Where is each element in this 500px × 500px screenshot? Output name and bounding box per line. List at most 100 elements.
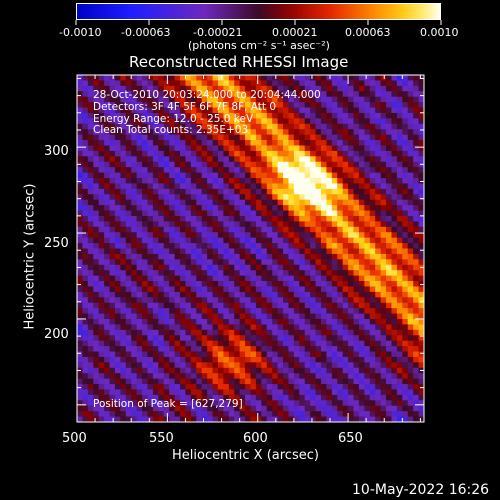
heatmap-cell [266,205,273,211]
heatmap-cell [413,340,419,347]
heatmap-cell [147,112,154,119]
heatmap-cell [402,313,409,320]
heatmap-cell [315,335,322,342]
heatmap-cell [196,324,203,331]
heatmap-cell [299,80,306,87]
heatmap-cell [142,237,148,244]
heatmap-cell [288,302,295,309]
heatmap-cell [109,221,116,228]
heatmap-cell [98,394,105,401]
heatmap-cell [277,351,284,358]
heatmap-cell [326,308,333,314]
heatmap-cell [131,248,138,255]
heatmap-cell [136,145,143,152]
heatmap-cell [331,297,338,304]
heatmap-cell [77,329,83,336]
heatmap-cell [266,118,273,125]
heatmap-cell [348,226,354,233]
heatmap-cell [217,351,224,358]
heatmap-cell [120,102,127,108]
heatmap-cell [109,275,116,282]
heatmap-cell [174,226,181,233]
heatmap-cell [125,75,132,81]
heatmap-cell [207,140,213,146]
heatmap-cell [266,145,273,152]
heatmap-cell [87,237,94,244]
heatmap-cell [147,362,154,369]
heatmap-cell [114,248,121,255]
heatmap-cell [82,188,89,195]
heatmap-cell [109,362,116,369]
heatmap-cell [93,140,100,146]
heatmap-cell [348,221,354,228]
heatmap-cell [98,248,105,255]
heatmap-cell [358,351,365,358]
heatmap-cell [320,134,327,141]
heatmap-cell [180,302,186,309]
heatmap-cell [304,85,311,92]
heatmap-cell [261,237,268,244]
heatmap-cell [245,400,251,407]
heatmap-cell [77,243,83,249]
heatmap-cell [375,80,382,87]
heatmap-cell [375,281,382,287]
heatmap-cell [396,416,403,423]
heatmap-cell [147,378,154,385]
heatmap-cell [131,107,138,114]
heatmap-cell [234,75,241,81]
heatmap-cell [174,91,181,98]
heatmap-cell [310,356,316,363]
heatmap-cell [386,253,392,260]
heatmap-cell [93,194,100,201]
heatmap-cell [331,400,338,407]
heatmap-cell [266,313,273,320]
heatmap-cell [261,102,268,108]
heatmap-cell [261,394,268,401]
heatmap-cell [255,129,262,136]
heatmap-cell [310,259,316,266]
heatmap-cell [277,394,284,401]
heatmap-cell [315,112,322,119]
heatmap-cell [77,356,83,363]
heatmap-cell [82,183,89,190]
heatmap-cell [310,384,316,390]
heatmap-cell [82,102,89,108]
heatmap-cell [250,248,257,255]
heatmap-cell [326,243,333,249]
heatmap-cell [304,351,311,358]
heatmap-cell [386,340,392,347]
heatmap-cell [223,183,230,190]
heatmap-cell [201,210,208,217]
heatmap-cell [163,178,170,184]
heatmap-cell [293,107,300,114]
heatmap-cell [114,367,121,374]
heatmap-cell [201,96,208,103]
heatmap-cell [315,378,322,385]
heatmap-cell [125,351,132,358]
heatmap-cell [217,237,224,244]
heatmap-cell [245,80,251,87]
heatmap-cell [283,389,289,396]
heatmap-cell [369,80,376,87]
heatmap-cell [190,270,197,277]
heatmap-cell [120,384,127,390]
heatmap-cell [174,210,181,217]
heatmap-cell [402,367,409,374]
heatmap-cell [217,205,224,211]
heatmap-cell [223,167,230,173]
heatmap-cell [142,264,148,271]
heatmap-cell [277,356,284,363]
heatmap-cell [223,362,230,369]
heatmap-cell [358,248,365,255]
heatmap-cell [353,308,360,314]
heatmap-cell [266,140,273,146]
heatmap-cell [180,194,186,201]
heatmap-cell [125,302,132,309]
heatmap-cell [239,373,246,380]
heatmap-cell [250,243,257,249]
heatmap-cell [109,161,116,168]
heatmap-cell [342,259,349,266]
heatmap-cell [266,378,273,385]
heatmap-cell [337,362,344,369]
heatmap-cell [114,378,121,385]
